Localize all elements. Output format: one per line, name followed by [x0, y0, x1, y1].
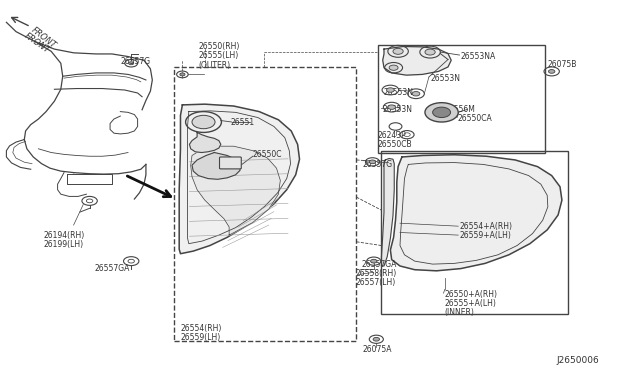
Text: 26075B: 26075B	[548, 60, 577, 69]
Text: 26558(RH): 26558(RH)	[356, 269, 397, 278]
Circle shape	[425, 49, 435, 55]
Circle shape	[388, 105, 396, 109]
Circle shape	[389, 65, 398, 70]
Text: 26559(LH): 26559(LH)	[180, 333, 221, 342]
Text: 26550+A(RH): 26550+A(RH)	[445, 290, 498, 299]
Circle shape	[192, 115, 215, 129]
Text: 26550C: 26550C	[253, 150, 282, 159]
Circle shape	[425, 103, 458, 122]
Text: 26551: 26551	[230, 118, 255, 127]
Text: 26557G: 26557G	[362, 160, 392, 169]
Circle shape	[412, 92, 420, 96]
Text: 26554+A(RH): 26554+A(RH)	[460, 222, 513, 231]
Text: 26199(LH): 26199(LH)	[44, 240, 84, 249]
Text: 26243P: 26243P	[378, 131, 406, 140]
Text: 26557GA: 26557GA	[362, 260, 397, 269]
Text: J2650006: J2650006	[557, 356, 600, 365]
Text: 26550CA: 26550CA	[458, 114, 492, 123]
Text: 26555(LH): 26555(LH)	[198, 51, 239, 60]
Text: 26553N: 26553N	[384, 88, 414, 97]
Circle shape	[129, 62, 134, 65]
Polygon shape	[390, 155, 562, 271]
Polygon shape	[192, 153, 240, 179]
Text: 26557G: 26557G	[120, 57, 150, 66]
Circle shape	[180, 73, 185, 76]
Circle shape	[387, 88, 394, 92]
Text: 26556M: 26556M	[445, 105, 476, 114]
Text: 26553N: 26553N	[383, 105, 413, 114]
Circle shape	[371, 259, 377, 263]
Polygon shape	[189, 132, 221, 153]
Text: 26553NA: 26553NA	[461, 52, 496, 61]
Circle shape	[373, 337, 380, 341]
Text: 26559+A(LH): 26559+A(LH)	[460, 231, 511, 240]
Text: 26554(RH): 26554(RH)	[180, 324, 222, 333]
FancyBboxPatch shape	[220, 157, 241, 169]
Text: 26550(RH): 26550(RH)	[198, 42, 240, 51]
Text: FRONT: FRONT	[29, 26, 58, 50]
Text: 26557(LH): 26557(LH)	[356, 278, 396, 287]
Text: 26555+A(LH): 26555+A(LH)	[445, 299, 497, 308]
Polygon shape	[191, 146, 280, 235]
Circle shape	[393, 48, 403, 54]
Circle shape	[369, 160, 376, 164]
Text: 26553N: 26553N	[430, 74, 460, 83]
Bar	[174, 67, 356, 341]
Circle shape	[433, 107, 451, 118]
Text: 26550CB: 26550CB	[378, 140, 412, 149]
Text: 26557GA: 26557GA	[95, 264, 130, 273]
Bar	[381, 151, 568, 314]
Text: FRONT: FRONT	[23, 31, 52, 55]
Circle shape	[548, 70, 555, 73]
Bar	[378, 45, 545, 153]
Text: (INNER): (INNER)	[445, 308, 475, 317]
Polygon shape	[179, 104, 300, 254]
Text: (OUTER): (OUTER)	[198, 61, 230, 70]
Text: 26075A: 26075A	[363, 345, 392, 354]
Polygon shape	[381, 158, 394, 266]
Text: 26194(RH): 26194(RH)	[44, 231, 84, 240]
Polygon shape	[383, 46, 451, 75]
